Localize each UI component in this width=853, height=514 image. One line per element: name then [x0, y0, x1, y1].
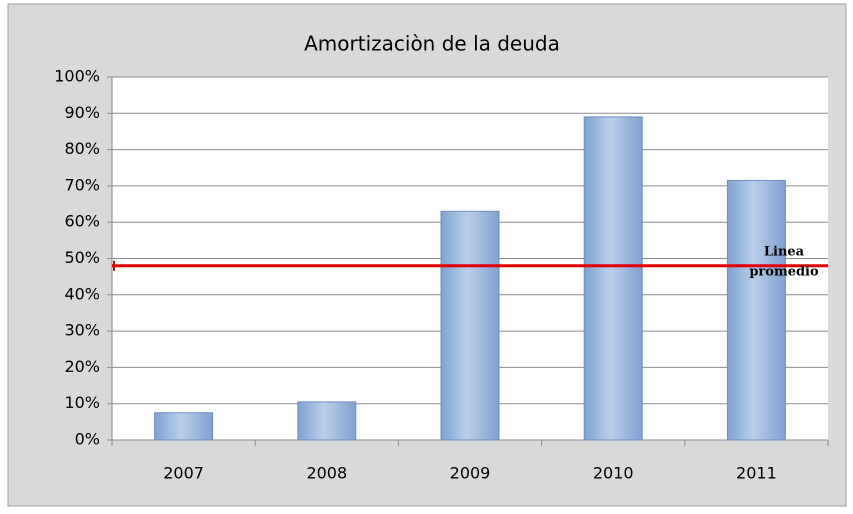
- y-tick-label: 70%: [64, 175, 100, 194]
- bar: [726, 179, 786, 441]
- bar: [297, 401, 357, 441]
- x-tick-label: 2010: [593, 464, 634, 483]
- y-tick-label: 100%: [54, 67, 100, 86]
- bar: [440, 210, 500, 441]
- chart-title: Amortizaciòn de la deuda: [304, 32, 560, 56]
- average-line-label: promedio: [749, 265, 819, 280]
- x-tick-label: 2009: [450, 464, 491, 483]
- bar: [583, 116, 643, 441]
- y-tick-label: 50%: [64, 248, 100, 267]
- y-tick-label: 40%: [64, 284, 100, 303]
- average-line-label: Linea: [764, 245, 805, 260]
- y-tick-label: 80%: [64, 139, 100, 158]
- y-tick-label: 20%: [64, 357, 100, 376]
- y-tick-label: 60%: [64, 212, 100, 231]
- x-tick-label: 2008: [306, 464, 347, 483]
- y-tick-label: 30%: [64, 321, 100, 340]
- y-tick-label: 0%: [75, 430, 100, 449]
- x-tick-label: 2007: [163, 464, 204, 483]
- bar: [154, 412, 214, 441]
- x-tick-label: 2011: [736, 464, 777, 483]
- y-tick-label: 10%: [64, 393, 100, 412]
- y-tick-label: 90%: [64, 103, 100, 122]
